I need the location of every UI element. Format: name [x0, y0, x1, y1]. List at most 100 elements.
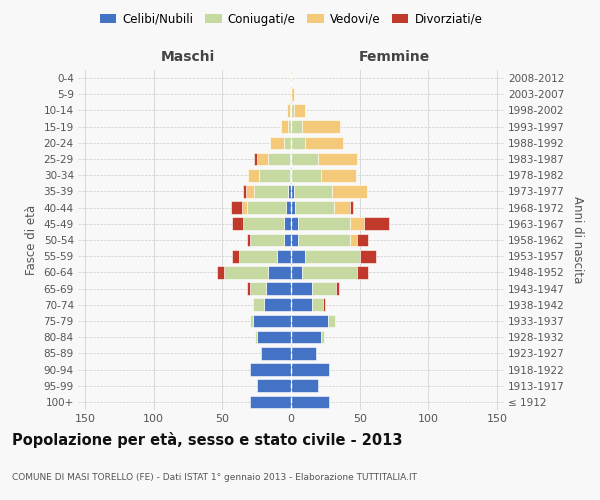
Bar — [291, 314, 328, 328]
Bar — [298, 218, 350, 230]
Bar — [290, 152, 291, 166]
Bar — [247, 234, 250, 246]
Bar — [250, 234, 284, 246]
Bar — [257, 380, 291, 392]
Bar — [302, 266, 357, 278]
Bar — [291, 136, 305, 149]
Bar — [263, 298, 291, 311]
Bar — [247, 202, 286, 214]
Bar — [268, 152, 290, 166]
Bar — [259, 169, 290, 181]
Bar — [291, 298, 311, 311]
Bar — [311, 298, 323, 311]
Bar — [242, 202, 247, 214]
Bar — [291, 120, 302, 133]
Bar — [268, 266, 291, 278]
Bar — [232, 218, 243, 230]
Bar — [357, 234, 368, 246]
Bar — [288, 185, 291, 198]
Bar — [350, 234, 357, 246]
Bar — [287, 104, 290, 117]
Text: COMUNE DI MASI TORELLO (FE) - Dati ISTAT 1° gennaio 2013 - Elaborazione TUTTITAL: COMUNE DI MASI TORELLO (FE) - Dati ISTAT… — [12, 473, 417, 482]
Bar — [291, 347, 316, 360]
Legend: Celibi/Nubili, Coniugati/e, Vedovi/e, Divorziati/e: Celibi/Nubili, Coniugati/e, Vedovi/e, Di… — [95, 8, 487, 30]
Bar — [253, 314, 291, 328]
Bar — [328, 314, 335, 328]
Bar — [284, 218, 291, 230]
Bar — [277, 250, 291, 262]
Bar — [230, 202, 242, 214]
Bar — [291, 250, 305, 262]
Bar — [291, 185, 294, 198]
Bar — [224, 266, 268, 278]
Bar — [255, 331, 257, 344]
Bar — [305, 136, 343, 149]
Bar — [291, 266, 302, 278]
Bar — [291, 363, 329, 376]
Bar — [257, 152, 268, 166]
Bar — [334, 202, 350, 214]
Bar — [290, 88, 291, 101]
Bar — [271, 136, 284, 149]
Bar — [290, 169, 291, 181]
Bar — [245, 185, 254, 198]
Bar — [298, 234, 350, 246]
Bar — [266, 282, 291, 295]
Bar — [250, 282, 266, 295]
Bar — [311, 282, 337, 295]
Bar — [294, 185, 332, 198]
Bar — [286, 202, 291, 214]
Y-axis label: Anni di nascita: Anni di nascita — [571, 196, 584, 284]
Bar — [291, 202, 295, 214]
Text: Maschi: Maschi — [161, 50, 215, 64]
Bar — [243, 185, 245, 198]
Bar — [250, 314, 253, 328]
Bar — [291, 218, 298, 230]
Bar — [291, 396, 329, 408]
Bar — [291, 331, 321, 344]
Bar — [321, 169, 356, 181]
Bar — [291, 152, 319, 166]
Bar — [291, 282, 311, 295]
Bar — [250, 363, 291, 376]
Bar — [217, 266, 224, 278]
Bar — [302, 120, 340, 133]
Bar — [295, 202, 334, 214]
Bar — [284, 234, 291, 246]
Bar — [350, 202, 353, 214]
Bar — [281, 120, 288, 133]
Bar — [247, 282, 250, 295]
Bar — [364, 218, 389, 230]
Bar — [357, 266, 368, 278]
Bar — [284, 136, 291, 149]
Text: Popolazione per età, sesso e stato civile - 2013: Popolazione per età, sesso e stato civil… — [12, 432, 403, 448]
Bar — [291, 104, 294, 117]
Bar — [257, 331, 291, 344]
Bar — [360, 250, 376, 262]
Bar — [337, 282, 339, 295]
Bar — [332, 185, 367, 198]
Bar — [291, 380, 319, 392]
Text: Femmine: Femmine — [358, 50, 430, 64]
Bar — [291, 234, 298, 246]
Bar — [319, 152, 357, 166]
Bar — [253, 298, 263, 311]
Bar — [291, 88, 294, 101]
Bar — [305, 250, 360, 262]
Bar — [291, 169, 321, 181]
Bar — [323, 298, 325, 311]
Bar — [243, 218, 284, 230]
Bar — [250, 396, 291, 408]
Bar — [248, 169, 259, 181]
Y-axis label: Fasce di età: Fasce di età — [25, 205, 38, 275]
Bar — [291, 72, 292, 85]
Bar — [321, 331, 324, 344]
Bar — [254, 185, 288, 198]
Bar — [261, 347, 291, 360]
Bar — [232, 250, 239, 262]
Bar — [254, 152, 257, 166]
Bar — [290, 104, 291, 117]
Bar — [350, 218, 364, 230]
Bar — [294, 104, 305, 117]
Bar — [288, 120, 291, 133]
